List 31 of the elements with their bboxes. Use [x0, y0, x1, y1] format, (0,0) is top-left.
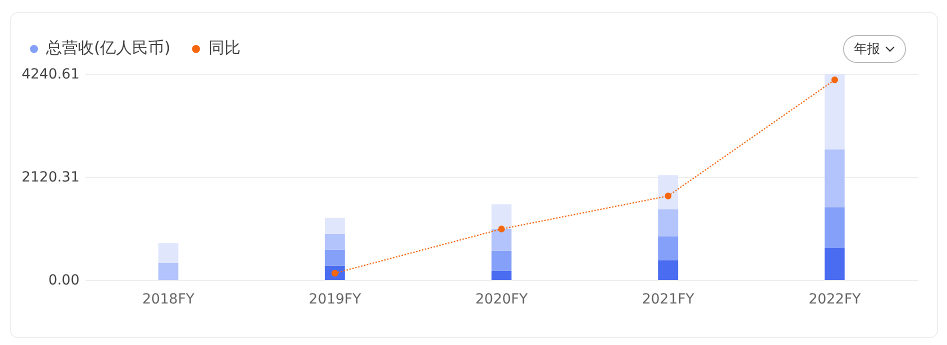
- point: [831, 76, 838, 84]
- bar: [658, 260, 678, 280]
- bar: [158, 263, 178, 280]
- point: [498, 226, 505, 232]
- bar: [824, 248, 845, 280]
- y-tick-label: 2120.31: [22, 170, 80, 186]
- bar: [824, 207, 845, 248]
- bar: [324, 234, 345, 250]
- bar: [158, 243, 178, 263]
- bar: [492, 204, 512, 229]
- x-tick-label: 2021FY: [642, 292, 695, 308]
- bar: [824, 149, 845, 208]
- bar: [658, 175, 678, 210]
- bar: [492, 270, 512, 280]
- bar: [324, 218, 345, 234]
- bar: [824, 74, 845, 150]
- text: 年报: [854, 41, 880, 58]
- bar: [658, 236, 678, 260]
- legend-label: 总营收(亿人民币): [46, 38, 170, 59]
- bar: [492, 228, 512, 251]
- x-tick-label: 2019FY: [308, 292, 362, 308]
- bar: [492, 250, 512, 271]
- legend-label: 同比: [208, 38, 240, 59]
- bar: [658, 209, 678, 236]
- x-tick-label: 2018FY: [142, 292, 195, 308]
- x-tick-label: 2020FY: [475, 292, 528, 308]
- bar: [324, 250, 345, 266]
- y-tick-label: 0.00: [48, 272, 80, 288]
- x-tick-label: 2022FY: [808, 292, 862, 308]
- y-tick-label: 4240.61: [22, 66, 80, 82]
- point: [664, 192, 672, 200]
